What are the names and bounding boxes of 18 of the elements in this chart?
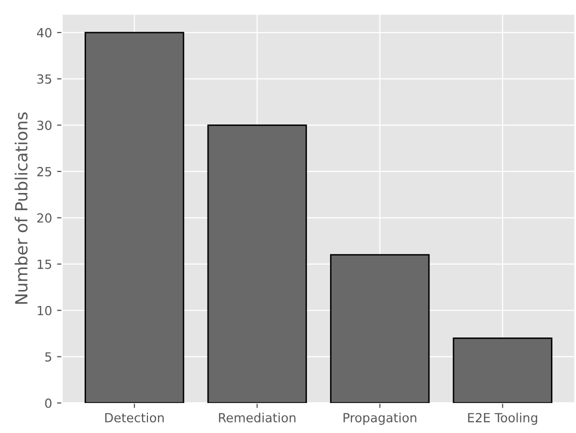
y-tick-label: 25: [37, 166, 52, 176]
y-tick-label: 20: [37, 213, 52, 223]
y-tick-label: 30: [37, 120, 52, 130]
x-tick-label: Detection: [105, 412, 164, 422]
bar: [84, 32, 184, 403]
y-axis-title: Number of Publications: [14, 112, 28, 304]
y-tick-label: 15: [38, 260, 52, 269]
y-tick-label: 40: [36, 28, 52, 38]
bar: [452, 337, 552, 403]
y-tick-label: 35: [37, 74, 52, 84]
y-tick-label: 5: [45, 352, 52, 362]
x-tick-label: Remediation: [219, 412, 296, 422]
bar: [207, 124, 307, 403]
y-tick-label: 0: [45, 398, 52, 408]
x-tick-label: Propagation: [344, 412, 416, 425]
y-tick-label: 10: [38, 306, 52, 316]
bar: [330, 254, 430, 403]
x-tick-label: E2E Tooling: [468, 412, 538, 425]
